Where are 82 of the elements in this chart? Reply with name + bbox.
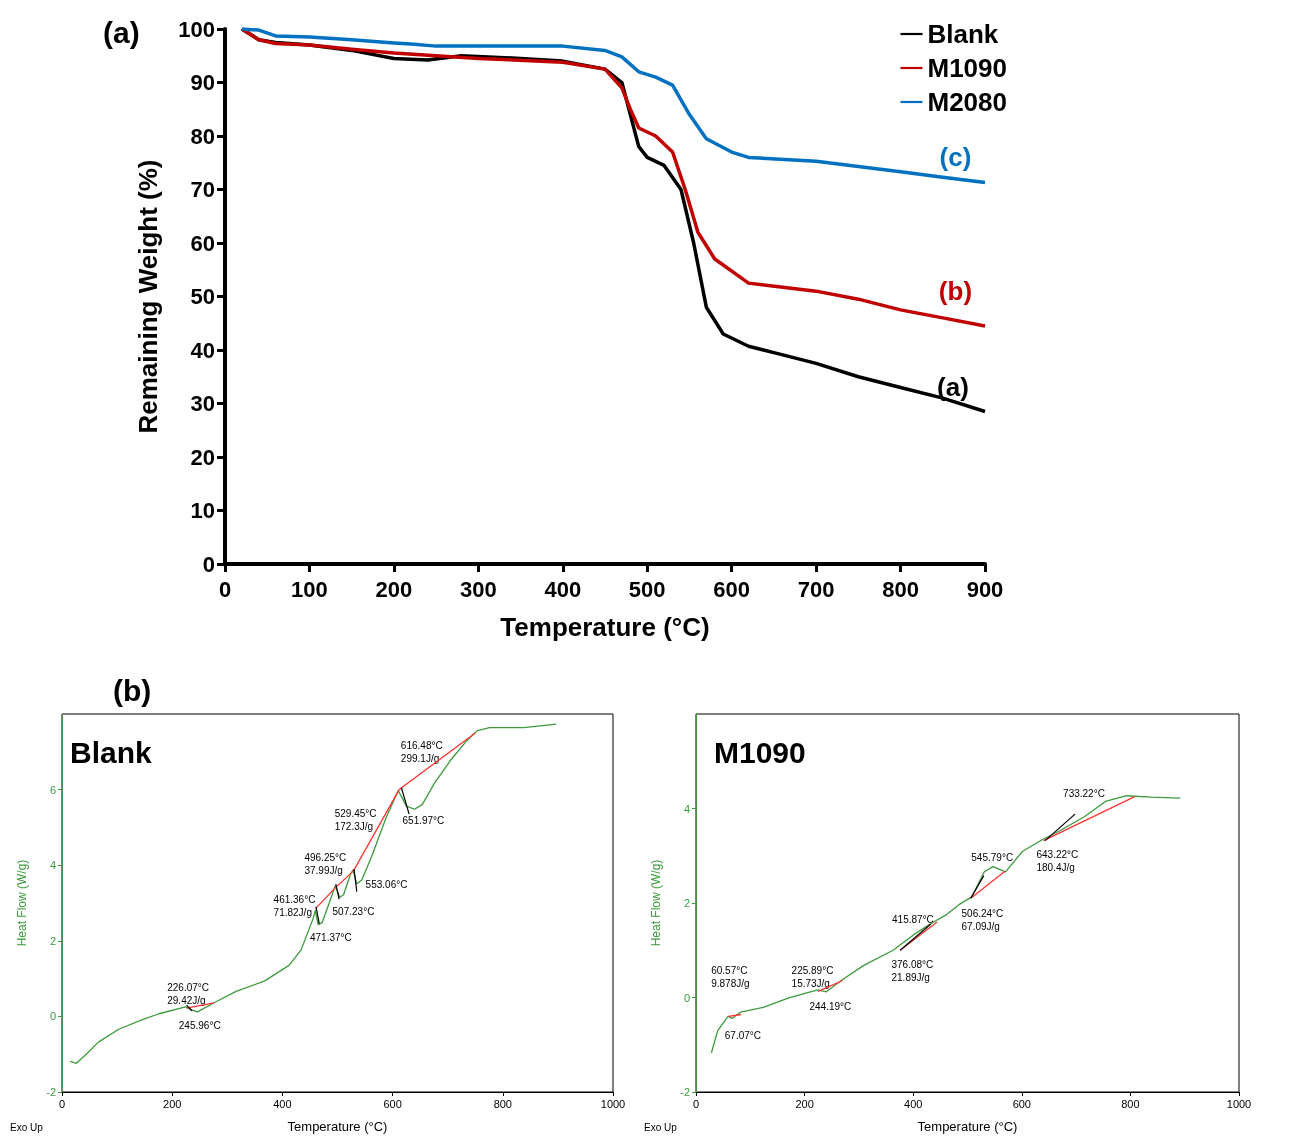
line-series	[710, 795, 1182, 1054]
annotation: 245.96°C	[178, 1020, 221, 1032]
chart-title: (a)	[103, 15, 140, 49]
x-tick-label: 600	[383, 1097, 402, 1110]
annotation: (b)	[938, 276, 973, 307]
y-axis-title: Remaining Weight (%)	[133, 159, 163, 434]
annotation: 651.97°C	[402, 815, 445, 827]
annotation: 225.89°C 15.73J/g	[791, 965, 834, 990]
x-axis-title: Temperature (°C)	[500, 612, 710, 642]
x-tick-label: 200	[795, 1097, 814, 1110]
annotation: 244.19°C	[809, 1000, 852, 1012]
annotation: 616.48°C 299.1J/g	[400, 739, 443, 764]
x-axis-title: Temperature (°C)	[287, 1119, 388, 1134]
y-tick-label: -2	[46, 1086, 56, 1098]
y-tick-label: 20	[190, 444, 215, 470]
annotation: 226.07°C 29.42J/g	[167, 981, 210, 1006]
annotation: 506.24°C 67.09J/g	[961, 908, 1004, 933]
x-tick-label: 0	[58, 1097, 66, 1110]
annotation: 461.36°C 71.82J/g	[273, 893, 316, 918]
y-tick-label: 4	[683, 802, 690, 815]
x-tick-label: 700	[797, 576, 835, 602]
annotation: 529.45°C 172.3J/g	[334, 807, 377, 832]
y-tick-label: 0	[202, 551, 215, 577]
y-tick-label: 2	[683, 897, 690, 909]
x-tick-label: 200	[163, 1097, 182, 1110]
y-axis-title: Heat Flow (W/g)	[15, 859, 29, 947]
annotation: 496.25°C 37.99J/g	[304, 851, 347, 876]
y-tick-label: 80	[190, 123, 215, 149]
legend-label: Blank	[927, 19, 999, 49]
text: Exo Up	[644, 1121, 678, 1133]
annotation: (a)	[937, 372, 969, 403]
y-tick-label: -2	[680, 1086, 690, 1098]
y-tick-label: 4	[49, 859, 56, 872]
annotation: 733.22°C	[1063, 787, 1105, 799]
x-tick-label: 0	[218, 576, 232, 602]
annotation: 553.06°C	[365, 879, 408, 891]
annotation: 507.23°C	[332, 906, 375, 918]
x-tick-label: 1000	[1226, 1097, 1252, 1110]
x-tick-label: 200	[375, 576, 413, 602]
x-tick-label: 400	[273, 1097, 292, 1110]
x-tick-label: 600	[713, 576, 751, 602]
x-tick-label: 0	[692, 1097, 700, 1110]
x-axis-title: Temperature (°C)	[917, 1119, 1018, 1134]
legend-label: M2080	[927, 87, 1007, 117]
annotation: 415.87°C	[892, 914, 934, 926]
y-tick-label: 90	[190, 70, 215, 95]
chart-title: (b)	[113, 673, 152, 707]
line-series	[69, 723, 557, 1064]
text: Blank	[70, 735, 153, 769]
text: Exo Up	[10, 1121, 44, 1133]
y-tick-label: 0	[683, 991, 690, 1004]
y-tick-label: 40	[190, 337, 215, 363]
x-tick-label: 1000	[600, 1097, 626, 1110]
y-tick-label: 30	[190, 391, 215, 416]
y-tick-label: 60	[190, 230, 215, 256]
y-tick-label: 0	[49, 1010, 56, 1023]
x-tick-label: 300	[459, 576, 497, 602]
y-tick-label: 70	[190, 177, 215, 202]
x-tick-label: 500	[628, 576, 666, 602]
y-axis-title: Heat Flow (W/g)	[649, 859, 663, 947]
text: M1090	[714, 735, 806, 769]
x-tick-label: 400	[544, 576, 582, 602]
y-tick-label: 2	[49, 934, 56, 947]
x-tick-label: 600	[1012, 1097, 1031, 1110]
y-tick-label: 6	[49, 783, 56, 796]
annotation: (c)	[939, 142, 972, 173]
annotation: 376.08°C 21.89J/g	[891, 958, 934, 983]
y-tick-label: 50	[190, 284, 215, 309]
annotation: 471.37°C	[309, 932, 352, 944]
y-tick-label: 10	[190, 498, 215, 523]
x-tick-label: 800	[493, 1097, 512, 1110]
annotation: 67.07°C	[724, 1029, 762, 1041]
x-tick-label: 800	[1121, 1097, 1140, 1110]
y-tick-label: 100	[178, 16, 215, 42]
annotation: 60.57°C 9.878J/g	[711, 965, 750, 990]
annotation: 545.79°C	[971, 852, 1014, 864]
annotation: 643.22°C 180.4J/g	[1036, 849, 1079, 874]
x-tick-label: 100	[291, 576, 328, 602]
x-tick-label: 400	[904, 1097, 923, 1110]
x-tick-label: 800	[882, 576, 919, 602]
x-tick-label: 900	[966, 576, 1004, 602]
legend-label: M1090	[927, 53, 1007, 83]
